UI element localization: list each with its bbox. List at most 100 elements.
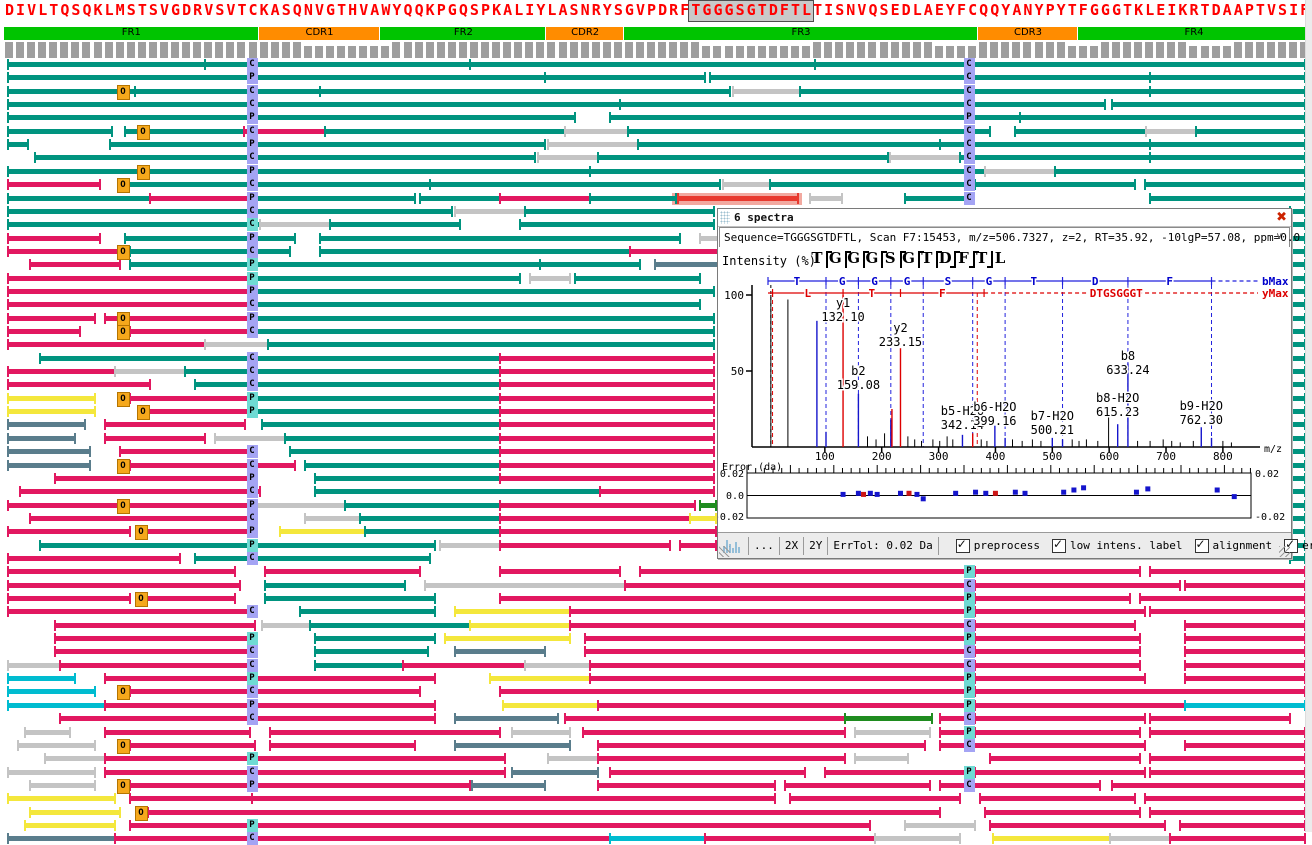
residue-depth-bar[interactable] bbox=[525, 42, 534, 58]
residue-depth-bar[interactable] bbox=[1289, 42, 1298, 58]
residue-depth-bar[interactable] bbox=[635, 42, 644, 58]
peptide-bar[interactable] bbox=[904, 820, 976, 831]
peptide-bar[interactable] bbox=[499, 433, 715, 444]
modification-marker[interactable]: O bbox=[116, 178, 130, 193]
modification-marker[interactable]: O bbox=[116, 739, 130, 754]
modification-marker[interactable]: P bbox=[246, 285, 258, 298]
residue-letter[interactable]: P bbox=[1045, 1, 1055, 19]
peptide-bar[interactable] bbox=[304, 460, 501, 471]
peptide-bar[interactable] bbox=[129, 820, 253, 831]
peptide-bar[interactable] bbox=[359, 513, 501, 524]
peptide-bar[interactable] bbox=[344, 500, 501, 511]
peptide-bar[interactable] bbox=[402, 660, 526, 671]
peptide-bar[interactable] bbox=[874, 833, 961, 844]
peptide-bar[interactable] bbox=[39, 353, 251, 364]
chevron-down-icon[interactable]: ∨ bbox=[1275, 231, 1283, 242]
peptide-bar[interactable] bbox=[7, 219, 261, 230]
residue-letter[interactable]: L bbox=[514, 1, 524, 19]
residue-depth-bar[interactable] bbox=[957, 46, 966, 58]
modification-marker[interactable]: C bbox=[963, 71, 975, 84]
peptide-bar[interactable] bbox=[251, 553, 431, 564]
peptide-bar[interactable] bbox=[144, 593, 236, 604]
peptide-bar[interactable] bbox=[974, 179, 1136, 190]
zoom-y-button[interactable]: 2Y bbox=[809, 539, 823, 552]
peptide-bar[interactable] bbox=[251, 299, 701, 310]
peptide-bar[interactable] bbox=[974, 633, 1141, 644]
peptide-bar[interactable] bbox=[261, 620, 311, 631]
residue-letter[interactable]: Q bbox=[979, 1, 989, 19]
peptide-bar[interactable] bbox=[569, 606, 966, 617]
residue-depth-bar[interactable] bbox=[835, 42, 844, 58]
residue-depth-bar[interactable] bbox=[93, 42, 102, 58]
peptide-bar[interactable] bbox=[251, 406, 501, 417]
peptide-bar[interactable] bbox=[319, 246, 631, 257]
peptide-bar[interactable] bbox=[1184, 673, 1306, 684]
peptide-bar[interactable] bbox=[469, 620, 571, 631]
residue-letter[interactable]: T bbox=[1067, 1, 1077, 19]
modification-marker[interactable]: C bbox=[246, 605, 258, 618]
residue-letter[interactable]: S bbox=[879, 1, 889, 19]
peptide-bar[interactable] bbox=[1145, 126, 1197, 137]
modification-marker[interactable]: C bbox=[246, 512, 258, 525]
residue-depth-bar[interactable] bbox=[868, 42, 877, 58]
modification-marker[interactable]: C bbox=[963, 659, 975, 672]
modification-marker[interactable]: C bbox=[246, 712, 258, 725]
residue-letter[interactable]: T bbox=[1255, 1, 1265, 19]
peptide-bar[interactable] bbox=[114, 833, 611, 844]
peptide-bar[interactable] bbox=[1289, 326, 1306, 337]
peptide-bar[interactable] bbox=[679, 540, 717, 551]
spectrum-plot[interactable]: 100 50 100 200 300 400 500 600 700 800 m/z T G G G S G T D… bbox=[718, 273, 1291, 464]
residue-depth-bar[interactable] bbox=[968, 46, 977, 58]
modification-marker[interactable]: C bbox=[246, 125, 258, 138]
modification-marker[interactable]: C bbox=[246, 98, 258, 111]
residue-depth-bar[interactable] bbox=[359, 46, 368, 58]
residue-letter[interactable]: V bbox=[359, 1, 369, 19]
residue-letter[interactable]: S bbox=[1278, 1, 1288, 19]
peptide-bar[interactable] bbox=[939, 780, 1101, 791]
residue-depth-bar[interactable] bbox=[934, 46, 943, 58]
peptide-bar[interactable] bbox=[17, 740, 96, 751]
peptide-bar[interactable] bbox=[844, 713, 933, 724]
peptide-bar[interactable] bbox=[814, 59, 1306, 70]
peptide-bar[interactable] bbox=[251, 767, 506, 778]
modification-marker[interactable]: P bbox=[246, 272, 258, 285]
peptide-bar[interactable] bbox=[1014, 126, 1147, 137]
peptide-bar[interactable] bbox=[582, 727, 846, 738]
peptide-bar[interactable] bbox=[1289, 259, 1306, 270]
peptide-bar[interactable] bbox=[547, 139, 639, 150]
residue-letter[interactable]: Y bbox=[1056, 1, 1066, 19]
modification-marker[interactable]: C bbox=[246, 58, 258, 71]
modification-marker[interactable]: O bbox=[136, 125, 150, 140]
residue-letter[interactable]: S bbox=[148, 1, 158, 19]
peptide-bar[interactable] bbox=[1184, 580, 1306, 591]
window-grip-icon[interactable] bbox=[720, 211, 730, 224]
residue-depth-bar[interactable] bbox=[536, 42, 545, 58]
peptide-bar[interactable] bbox=[261, 419, 501, 430]
residue-depth-bar[interactable] bbox=[248, 42, 257, 58]
peptide-bar[interactable] bbox=[134, 86, 321, 97]
residue-letter[interactable]: F bbox=[957, 1, 967, 19]
peptide-bar[interactable] bbox=[309, 620, 471, 631]
peptide-bar[interactable] bbox=[289, 446, 501, 457]
modification-marker[interactable]: C bbox=[246, 85, 258, 98]
peptide-bar[interactable] bbox=[984, 166, 1056, 177]
peptide-bar[interactable] bbox=[974, 700, 1186, 711]
peptide-bar[interactable] bbox=[7, 433, 76, 444]
residue-letter[interactable]: Y bbox=[602, 1, 612, 19]
residue-depth-bar[interactable] bbox=[38, 42, 47, 58]
residue-depth-bar[interactable] bbox=[547, 42, 556, 58]
peptide-bar[interactable] bbox=[251, 780, 471, 791]
peptide-bar[interactable] bbox=[7, 580, 241, 591]
residue-depth-bar[interactable] bbox=[669, 42, 678, 58]
peptide-bar[interactable] bbox=[7, 59, 206, 70]
peptide-bar[interactable] bbox=[7, 526, 131, 537]
peptide-bar[interactable] bbox=[7, 700, 106, 711]
peptide-bar[interactable] bbox=[314, 473, 501, 484]
peptide-bar[interactable] bbox=[1289, 366, 1306, 377]
peptide-bar[interactable] bbox=[54, 646, 253, 657]
peptide-bar[interactable] bbox=[319, 86, 731, 97]
residue-depth-bar[interactable] bbox=[713, 46, 722, 58]
modification-marker[interactable]: P bbox=[246, 312, 258, 325]
peptide-bar[interactable] bbox=[59, 713, 253, 724]
residue-letter[interactable]: N bbox=[1023, 1, 1033, 19]
